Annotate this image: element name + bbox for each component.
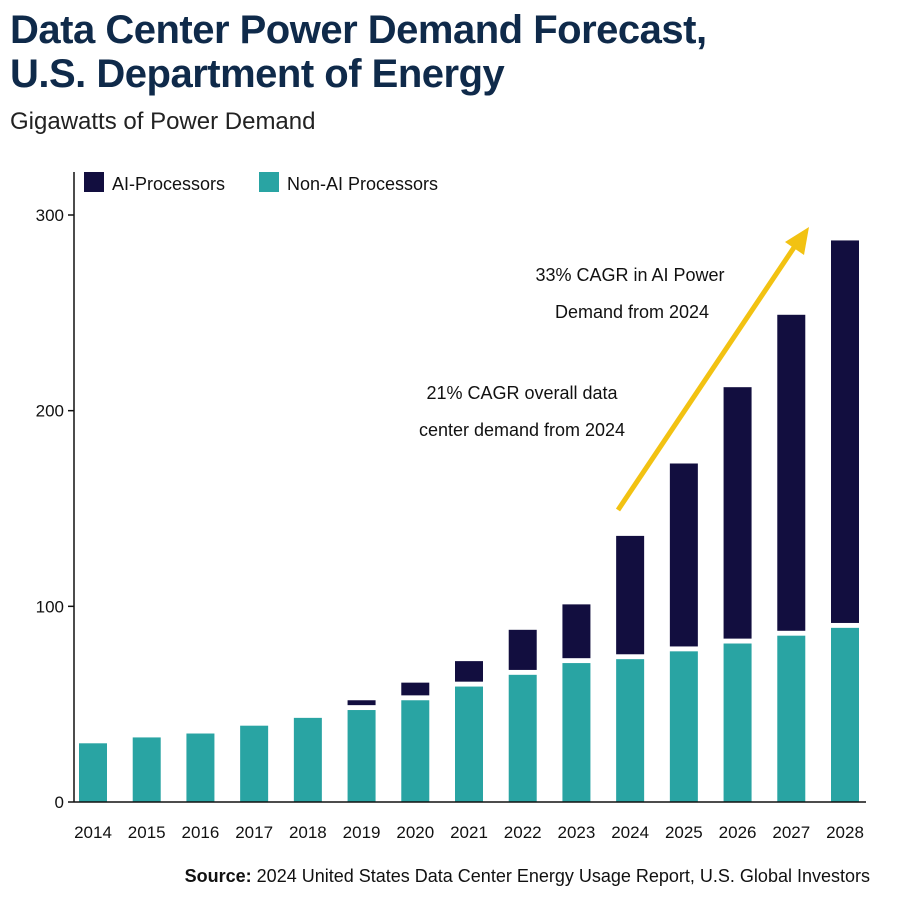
bar-ai-2022	[508, 629, 537, 670]
bar-non-ai-2025	[669, 651, 698, 802]
bar-ai-2021	[455, 661, 483, 682]
x-tick-label: 2022	[504, 823, 542, 842]
bar-non-ai-2026	[723, 643, 752, 802]
bar-ai-2025	[669, 463, 698, 647]
x-tick-label: 2019	[343, 823, 381, 842]
annotation-ai-cagr-line1: 33% CAGR in AI Power	[535, 265, 724, 285]
growth-arrow-head	[785, 227, 809, 255]
bar-non-ai-2027	[777, 635, 806, 802]
chart-title: Data Center Power Demand Forecast, U.S. …	[10, 8, 707, 96]
x-tick-label: 2027	[772, 823, 810, 842]
y-tick-label: 300	[36, 206, 64, 225]
bar-ai-2023	[562, 604, 591, 659]
bar-non-ai-2021	[455, 686, 483, 802]
title-line-1: Data Center Power Demand Forecast,	[10, 8, 707, 52]
legend-swatch-ai	[84, 172, 104, 192]
bar-ai-2026	[723, 387, 752, 639]
x-tick-label: 2025	[665, 823, 703, 842]
source-note: Source: 2024 United States Data Center E…	[185, 866, 870, 887]
annotation-ai-cagr-line2: Demand from 2024	[555, 302, 709, 322]
y-tick-label: 200	[36, 402, 64, 421]
bar-non-ai-2028	[831, 627, 859, 802]
chart-subtitle: Gigawatts of Power Demand	[10, 108, 316, 135]
x-tick-label: 2021	[450, 823, 488, 842]
legend-label-ai: AI-Processors	[112, 174, 225, 194]
bar-non-ai-2022	[508, 674, 537, 802]
bar-ai-2019	[347, 700, 376, 706]
legend-swatch-non-ai	[259, 172, 279, 192]
bar-ai-2027	[777, 314, 806, 631]
x-tick-label: 2024	[611, 823, 649, 842]
x-tick-label: 2018	[289, 823, 327, 842]
x-tick-label: 2017	[235, 823, 273, 842]
growth-arrow-shaft	[615, 244, 798, 512]
x-tick-label: 2023	[558, 823, 596, 842]
bar-non-ai-2019	[347, 710, 376, 802]
bar-ai-2028	[831, 240, 859, 623]
legend-label-non-ai: Non-AI Processors	[287, 174, 438, 194]
bar-non-ai-2015	[132, 737, 161, 802]
x-tick-label: 2028	[826, 823, 864, 842]
bar-non-ai-2017	[240, 725, 269, 802]
x-tick-label: 2026	[719, 823, 757, 842]
x-tick-label: 2020	[396, 823, 434, 842]
source-text: 2024 United States Data Center Energy Us…	[256, 866, 870, 886]
annotation-overall-cagr-line2: center demand from 2024	[419, 420, 625, 440]
source-label: Source:	[184, 866, 252, 886]
title-line-2: U.S. Department of Energy	[10, 52, 505, 96]
bar-ai-2024	[616, 535, 645, 655]
bar-non-ai-2014	[79, 743, 107, 802]
bar-non-ai-2020	[401, 700, 430, 802]
bar-non-ai-2023	[562, 663, 591, 802]
x-tick-label: 2016	[182, 823, 220, 842]
bar-ai-2020	[401, 682, 430, 696]
y-tick-label: 100	[36, 597, 64, 616]
bar-non-ai-2024	[616, 659, 645, 802]
bar-non-ai-2016	[186, 733, 215, 802]
annotation-overall-cagr-line1: 21% CAGR overall data	[426, 383, 618, 403]
x-tick-label: 2014	[74, 823, 112, 842]
x-tick-label: 2015	[128, 823, 166, 842]
y-tick-label: 0	[55, 793, 64, 812]
bar-non-ai-2018	[293, 717, 322, 802]
